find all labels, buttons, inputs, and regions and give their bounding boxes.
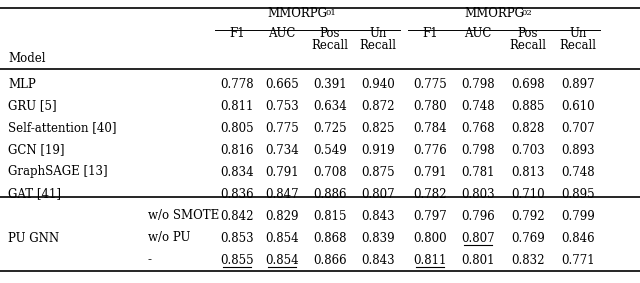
Text: GRU [5]: GRU [5] [8, 100, 56, 113]
Text: 0.854: 0.854 [265, 254, 299, 267]
Text: 0.885: 0.885 [511, 100, 545, 113]
Text: 0.886: 0.886 [313, 188, 347, 200]
Text: 0.634: 0.634 [313, 100, 347, 113]
Text: 0.748: 0.748 [461, 100, 495, 113]
Text: 0.780: 0.780 [413, 100, 447, 113]
Text: MLP: MLP [8, 78, 36, 91]
Text: 0.549: 0.549 [313, 143, 347, 156]
Text: 0.797: 0.797 [413, 209, 447, 222]
Text: 0.784: 0.784 [413, 121, 447, 134]
Text: 0.778: 0.778 [220, 78, 254, 91]
Text: 0.781: 0.781 [461, 166, 495, 179]
Text: 0.836: 0.836 [220, 188, 254, 200]
Text: 0.791: 0.791 [265, 166, 299, 179]
Text: 0.854: 0.854 [265, 231, 299, 245]
Text: 0.855: 0.855 [220, 254, 254, 267]
Text: 0.816: 0.816 [220, 143, 253, 156]
Text: 0.775: 0.775 [265, 121, 299, 134]
Text: 0.776: 0.776 [413, 143, 447, 156]
Text: F1: F1 [229, 27, 245, 40]
Text: Self-attention [40]: Self-attention [40] [8, 121, 116, 134]
Text: -: - [148, 254, 152, 267]
Text: GraphSAGE [13]: GraphSAGE [13] [8, 166, 108, 179]
Text: PU GNN: PU GNN [8, 231, 59, 245]
Text: 0.771: 0.771 [561, 254, 595, 267]
Text: 0.895: 0.895 [561, 188, 595, 200]
Text: MMORPG: MMORPG [464, 7, 524, 20]
Text: 0.839: 0.839 [361, 231, 395, 245]
Text: 0.798: 0.798 [461, 143, 495, 156]
Text: 0.782: 0.782 [413, 188, 447, 200]
Text: 0.846: 0.846 [561, 231, 595, 245]
Text: 0.703: 0.703 [511, 143, 545, 156]
Text: Un: Un [570, 27, 587, 40]
Text: 0.800: 0.800 [413, 231, 447, 245]
Text: 0.805: 0.805 [220, 121, 254, 134]
Text: 0.665: 0.665 [265, 78, 299, 91]
Text: 0.872: 0.872 [361, 100, 395, 113]
Text: Model: Model [8, 52, 45, 65]
Text: 0.725: 0.725 [313, 121, 347, 134]
Text: 0.842: 0.842 [220, 209, 253, 222]
Text: 0.792: 0.792 [511, 209, 545, 222]
Text: GAT [41]: GAT [41] [8, 188, 61, 200]
Text: w/o SMOTE: w/o SMOTE [148, 209, 220, 222]
Text: 0.391: 0.391 [313, 78, 347, 91]
Text: 0.853: 0.853 [220, 231, 254, 245]
Text: 0.775: 0.775 [413, 78, 447, 91]
Text: 0.940: 0.940 [361, 78, 395, 91]
Text: 0.875: 0.875 [361, 166, 395, 179]
Text: MMORPG: MMORPG [268, 7, 328, 20]
Text: Pos: Pos [518, 27, 538, 40]
Text: GCN [19]: GCN [19] [8, 143, 65, 156]
Text: 0.825: 0.825 [361, 121, 395, 134]
Text: 0.811: 0.811 [413, 254, 447, 267]
Text: 0.710: 0.710 [511, 188, 545, 200]
Text: 0.897: 0.897 [561, 78, 595, 91]
Text: F1: F1 [422, 27, 438, 40]
Text: 0.698: 0.698 [511, 78, 545, 91]
Text: 0.868: 0.868 [313, 231, 347, 245]
Text: 0.803: 0.803 [461, 188, 495, 200]
Text: 0.798: 0.798 [461, 78, 495, 91]
Text: 01: 01 [326, 9, 336, 17]
Text: 0.801: 0.801 [461, 254, 495, 267]
Text: 0.796: 0.796 [461, 209, 495, 222]
Text: 0.748: 0.748 [561, 166, 595, 179]
Text: 0.791: 0.791 [413, 166, 447, 179]
Text: Recall: Recall [360, 39, 397, 52]
Text: 0.799: 0.799 [561, 209, 595, 222]
Text: 0.734: 0.734 [265, 143, 299, 156]
Text: 0.919: 0.919 [361, 143, 395, 156]
Text: 0.815: 0.815 [313, 209, 347, 222]
Text: w/o PU: w/o PU [148, 231, 190, 245]
Text: 0.610: 0.610 [561, 100, 595, 113]
Text: 0.807: 0.807 [461, 231, 495, 245]
Text: 0.866: 0.866 [313, 254, 347, 267]
Text: 0.768: 0.768 [461, 121, 495, 134]
Text: 0.811: 0.811 [220, 100, 253, 113]
Text: 0.828: 0.828 [511, 121, 545, 134]
Text: 0.708: 0.708 [313, 166, 347, 179]
Text: Recall: Recall [509, 39, 547, 52]
Text: 0.843: 0.843 [361, 254, 395, 267]
Text: AUC: AUC [268, 27, 296, 40]
Text: 0.769: 0.769 [511, 231, 545, 245]
Text: 02: 02 [522, 9, 532, 17]
Text: 0.832: 0.832 [511, 254, 545, 267]
Text: 0.807: 0.807 [361, 188, 395, 200]
Text: 0.847: 0.847 [265, 188, 299, 200]
Text: 0.813: 0.813 [511, 166, 545, 179]
Text: 0.829: 0.829 [265, 209, 299, 222]
Text: 0.834: 0.834 [220, 166, 254, 179]
Text: Pos: Pos [320, 27, 340, 40]
Text: Un: Un [369, 27, 387, 40]
Text: AUC: AUC [464, 27, 492, 40]
Text: Recall: Recall [559, 39, 596, 52]
Text: Recall: Recall [312, 39, 349, 52]
Text: 0.707: 0.707 [561, 121, 595, 134]
Text: 0.753: 0.753 [265, 100, 299, 113]
Text: 0.843: 0.843 [361, 209, 395, 222]
Text: 0.893: 0.893 [561, 143, 595, 156]
